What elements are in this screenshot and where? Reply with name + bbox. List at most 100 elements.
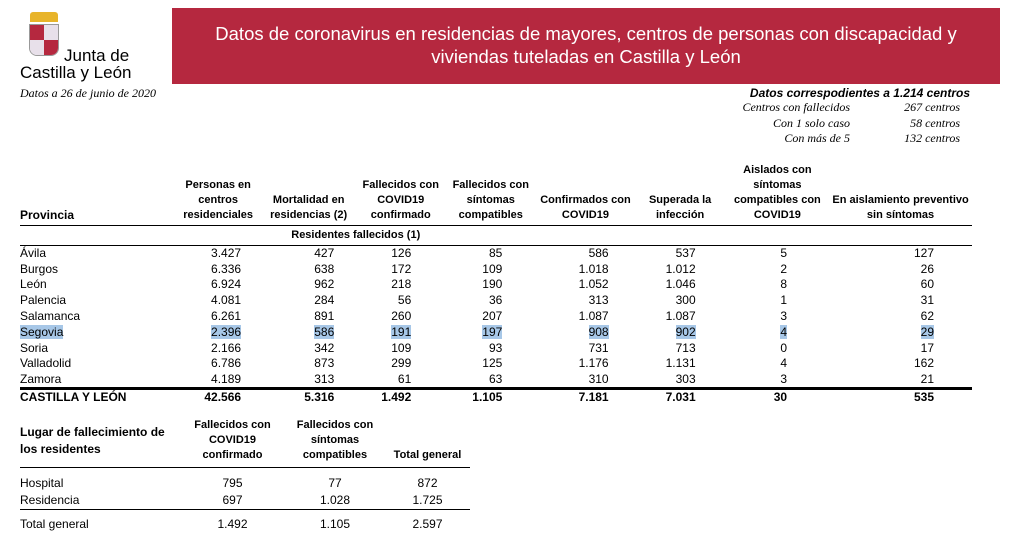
column-header: Fallecidos con síntomas compatibles [452, 179, 529, 221]
value-cell: 61 [356, 372, 445, 389]
junta-logo: Junta de Castilla y León [20, 12, 176, 82]
cell-text: 1.052 [578, 277, 609, 292]
cell-text: Ávila [20, 246, 47, 261]
cell-text: 17 [920, 340, 934, 355]
value-cell: 2 [726, 261, 829, 277]
cell-text: Salamanca [20, 309, 81, 324]
cell-text: 4.189 [211, 371, 242, 386]
value-cell: 125 [445, 356, 536, 372]
death-location-table: Lugar de fallecimiento de los residentes… [20, 418, 470, 534]
value-cell: 638 [261, 261, 356, 277]
column-header: Aislados con síntomas compatibles con CO… [733, 164, 821, 221]
value-cell: 2.166 [175, 340, 261, 356]
cell-text: 31 [920, 293, 934, 308]
cell-text: 1.087 [665, 309, 696, 324]
cell-text: 125 [482, 356, 503, 371]
province-cell: CASTILLA Y LEÓN [20, 388, 175, 405]
cell-text: 191 [391, 324, 412, 339]
cell-text: 6.336 [211, 261, 242, 276]
value-cell: 4.081 [175, 293, 261, 309]
cell-text: 342 [314, 340, 335, 355]
cell-text: 313 [314, 371, 335, 386]
value-cell: 7.031 [635, 388, 726, 405]
cell-text: 6.924 [211, 277, 242, 292]
value-cell: 62 [829, 309, 972, 325]
cell-text: Segovia [20, 324, 64, 339]
cell-text: 29 [920, 324, 934, 339]
cell-text: 713 [675, 340, 696, 355]
value-cell: 2.396 [175, 324, 261, 340]
cell-text: 908 [588, 324, 609, 339]
title-line-2: viviendas tuteladas en Castilla y León [431, 46, 741, 67]
info-label: Con más de 5 [784, 131, 850, 145]
table-row: León 6.924 962 218 190 1.052 1.046 8 60 [20, 277, 972, 293]
table-row: Residencia 697 1.028 1.725 [20, 492, 470, 510]
value-cell: 299 [356, 356, 445, 372]
value-cell: 6.336 [175, 261, 261, 277]
label-cell: Residencia [20, 493, 80, 508]
value-cell: 310 [536, 372, 634, 389]
cell-text: 7.031 [665, 390, 696, 405]
value-cell: 197 [445, 324, 536, 340]
cell-text: 1.492 [381, 390, 412, 405]
value-cell: 162 [829, 356, 972, 372]
value-cell: 1.087 [536, 309, 634, 325]
cell-text: 127 [913, 246, 934, 261]
info-value: 58 centros [910, 115, 960, 130]
value-cell: 537 [635, 246, 726, 262]
cell-text: 303 [675, 371, 696, 386]
province-table: Provincia Personas en centros residencial… [20, 163, 972, 405]
cell-text: 1.046 [665, 277, 696, 292]
value-cell: 109 [445, 261, 536, 277]
cell-text: 4.081 [211, 293, 242, 308]
cell-text: 310 [588, 371, 609, 386]
table-row: Salamanca 6.261 891 260 207 1.087 1.087 3 62 [20, 309, 972, 325]
value-cell: 1.018 [536, 261, 634, 277]
value-cell: 962 [261, 277, 356, 293]
cell-text: 30 [773, 390, 788, 405]
value-cell: 207 [445, 309, 536, 325]
value-cell: 29 [829, 324, 972, 340]
value-cell: 2.597 [412, 516, 443, 531]
value-cell: 3 [726, 309, 829, 325]
value-cell: 4.189 [175, 372, 261, 389]
total-row: Total general 1.492 1.105 2.597 [20, 509, 470, 534]
value-cell: 8 [726, 277, 829, 293]
province-cell: León [20, 277, 175, 293]
cell-text: 7.181 [578, 390, 609, 405]
cell-text: 902 [675, 324, 696, 339]
cell-text: CASTILLA Y LEÓN [20, 390, 127, 405]
cell-text: León [20, 277, 47, 292]
cell-text: 3 [780, 309, 788, 324]
cell-text: 638 [314, 261, 335, 276]
label-cell: Hospital [20, 475, 64, 490]
centers-info: Datos correspodientes a 1.214 centros Ce… [700, 86, 970, 147]
data-date: Datos a 26 de junio de 2020 [20, 86, 156, 100]
cell-text: 42.566 [204, 390, 242, 405]
cell-text: 962 [314, 277, 335, 292]
column-header: Total general [393, 449, 462, 461]
cell-text: 126 [391, 246, 412, 261]
cell-text: 2 [780, 261, 788, 276]
value-cell: 63 [445, 372, 536, 389]
value-cell: 60 [829, 277, 972, 293]
value-cell: 586 [536, 246, 634, 262]
value-cell: 4 [726, 324, 829, 340]
value-cell: 713 [635, 340, 726, 356]
cell-text: 537 [675, 246, 696, 261]
value-cell: 427 [261, 246, 356, 262]
value-cell: 36 [445, 293, 536, 309]
value-cell: 697 [222, 493, 243, 508]
value-cell: 190 [445, 277, 536, 293]
cell-text: 6.786 [211, 356, 242, 371]
cell-text: 60 [920, 277, 934, 292]
column-header: Lugar de fallecimiento de los residentes [20, 424, 165, 456]
table-row: Burgos 6.336 638 172 109 1.018 1.012 2 26 [20, 261, 972, 277]
cell-text: 109 [391, 340, 412, 355]
column-header: Confirmados con COVID19 [540, 194, 631, 221]
province-cell: Burgos [20, 261, 175, 277]
cell-text: 1.105 [472, 390, 503, 405]
column-header: Provincia [20, 208, 75, 222]
centers-info-row: Centros con fallecidos 267 centros [700, 100, 970, 116]
cell-text: 586 [314, 324, 335, 339]
